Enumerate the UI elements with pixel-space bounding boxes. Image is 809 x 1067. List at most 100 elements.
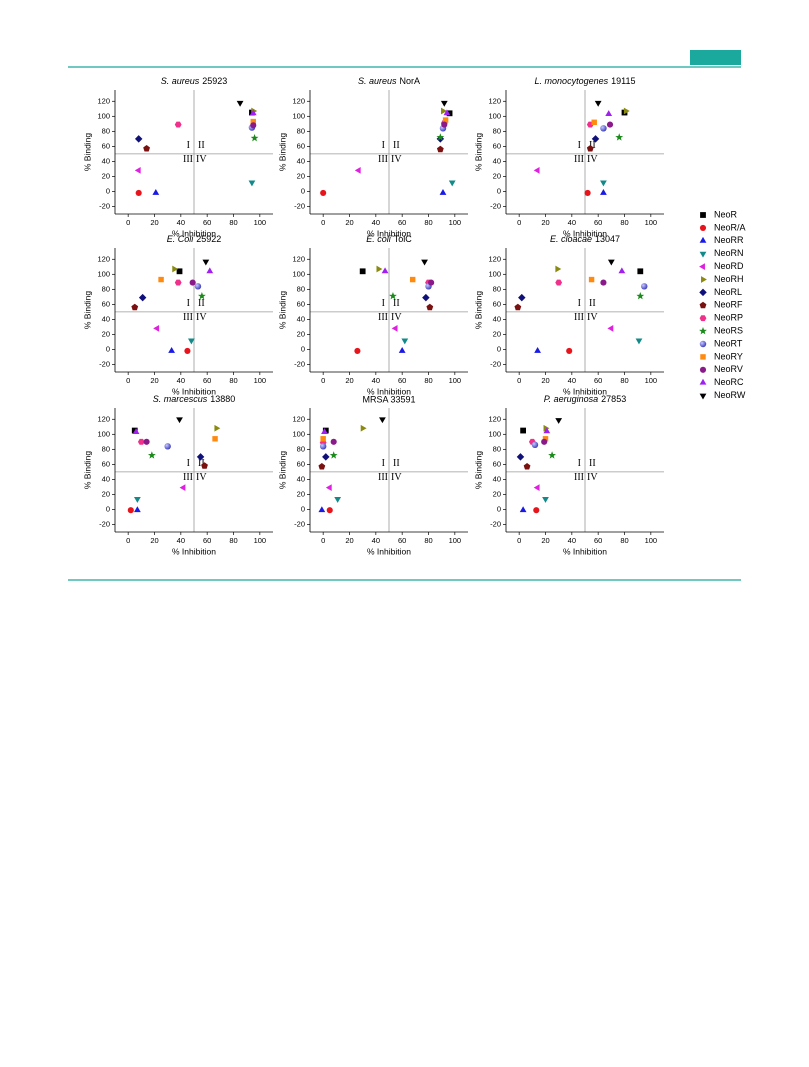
- y-tick-label: 80: [297, 126, 305, 135]
- legend-label: NeoRS: [714, 325, 743, 335]
- title-strain: NorA: [400, 76, 421, 86]
- point: [135, 189, 142, 197]
- point: [635, 338, 643, 345]
- quadrant-label: II: [198, 298, 205, 309]
- y-tick-label: 120: [97, 254, 110, 263]
- point: [206, 267, 214, 274]
- point: [318, 463, 326, 470]
- x-axis-label: % Inhibition: [172, 386, 216, 396]
- quadrant-label: II: [589, 298, 596, 309]
- x-tick-label: 40: [372, 536, 380, 545]
- point: [325, 484, 332, 492]
- x-tick-label: 60: [594, 376, 602, 385]
- y-tick-label: -20: [99, 201, 110, 210]
- y-tick-label: 60: [297, 459, 305, 468]
- x-tick-label: 40: [372, 218, 380, 227]
- point: [555, 265, 562, 273]
- legend-marker: [699, 393, 707, 400]
- x-tick-label: 60: [398, 218, 406, 227]
- x-tick-label: 80: [620, 376, 628, 385]
- x-tick-label: 100: [645, 536, 658, 545]
- y-tick-label: 100: [292, 429, 305, 438]
- chart-title: E. coli TolC: [366, 234, 412, 244]
- point: [214, 424, 221, 432]
- point: [533, 484, 540, 492]
- point: [606, 121, 614, 128]
- point: [321, 428, 328, 434]
- quadrant-label: III: [378, 154, 388, 165]
- point: [542, 436, 549, 442]
- point: [147, 451, 156, 459]
- title-strain: 25923: [202, 76, 227, 86]
- quadrant-label: IV: [196, 154, 207, 165]
- point: [533, 507, 540, 514]
- point: [514, 303, 522, 311]
- title-species: S. aureus: [161, 76, 200, 86]
- y-tick-label: 20: [102, 329, 110, 338]
- legend-marker: [699, 263, 705, 270]
- point: [446, 110, 453, 117]
- y-tick-label: 60: [493, 141, 501, 150]
- x-axis-label: % Inhibition: [367, 228, 411, 238]
- point: [164, 443, 171, 450]
- quadrant-label: III: [183, 154, 193, 165]
- x-tick-label: 20: [541, 376, 549, 385]
- point: [249, 109, 257, 116]
- quadrant-label: III: [183, 312, 193, 323]
- point: [212, 436, 218, 442]
- x-tick-label: 40: [568, 376, 576, 385]
- y-tick-label: 100: [97, 429, 110, 438]
- point: [127, 507, 134, 514]
- chart-title: L. monocytogenes 19115: [535, 76, 636, 86]
- legend-label: NeoRL: [714, 287, 742, 297]
- point: [137, 438, 145, 445]
- y-axis-label: % Binding: [82, 291, 92, 330]
- point: [623, 107, 630, 115]
- y-tick-label: 20: [297, 171, 305, 180]
- y-tick-label: 40: [102, 314, 110, 323]
- point: [330, 438, 337, 445]
- legend-marker: [700, 354, 706, 360]
- point: [381, 267, 389, 274]
- point: [194, 283, 202, 290]
- point: [426, 303, 434, 311]
- title-species: E. Coli: [167, 234, 195, 244]
- quadrant-label: I: [578, 140, 581, 151]
- title-strain: 13047: [595, 234, 620, 244]
- x-tick-label: 100: [645, 376, 658, 385]
- y-tick-label: 120: [292, 96, 305, 105]
- point: [250, 134, 259, 142]
- point: [389, 292, 397, 300]
- point: [637, 268, 644, 275]
- y-tick-label: 120: [488, 254, 501, 263]
- y-axis-label: % Binding: [277, 451, 287, 490]
- x-tick-label: 0: [126, 218, 130, 227]
- point: [428, 279, 435, 286]
- y-tick-label: 0: [301, 504, 305, 513]
- point: [189, 279, 196, 286]
- x-tick-label: 40: [568, 218, 576, 227]
- point: [441, 121, 448, 128]
- y-tick-label: -20: [490, 359, 501, 368]
- quadrant-label: IV: [196, 472, 207, 483]
- point: [184, 347, 191, 355]
- point: [615, 133, 624, 141]
- point: [588, 276, 595, 283]
- quadrant-label: I: [382, 140, 385, 151]
- point: [250, 122, 257, 129]
- chart-title: S. aureus NorA: [358, 76, 420, 86]
- x-tick-label: 80: [424, 376, 432, 385]
- legend-marker: [699, 288, 707, 297]
- y-tick-label: -20: [490, 201, 501, 210]
- title-species: S. aureus: [358, 76, 397, 86]
- quadrant-label: I: [187, 140, 190, 151]
- header-tab: [690, 50, 741, 65]
- legend-marker: [699, 251, 707, 258]
- title-strain: TolC: [394, 234, 413, 244]
- x-tick-label: 0: [126, 376, 130, 385]
- x-tick-label: 60: [398, 536, 406, 545]
- x-tick-label: 100: [254, 376, 267, 385]
- point: [441, 107, 447, 115]
- x-tick-label: 20: [150, 218, 158, 227]
- quadrant-label: II: [589, 458, 596, 469]
